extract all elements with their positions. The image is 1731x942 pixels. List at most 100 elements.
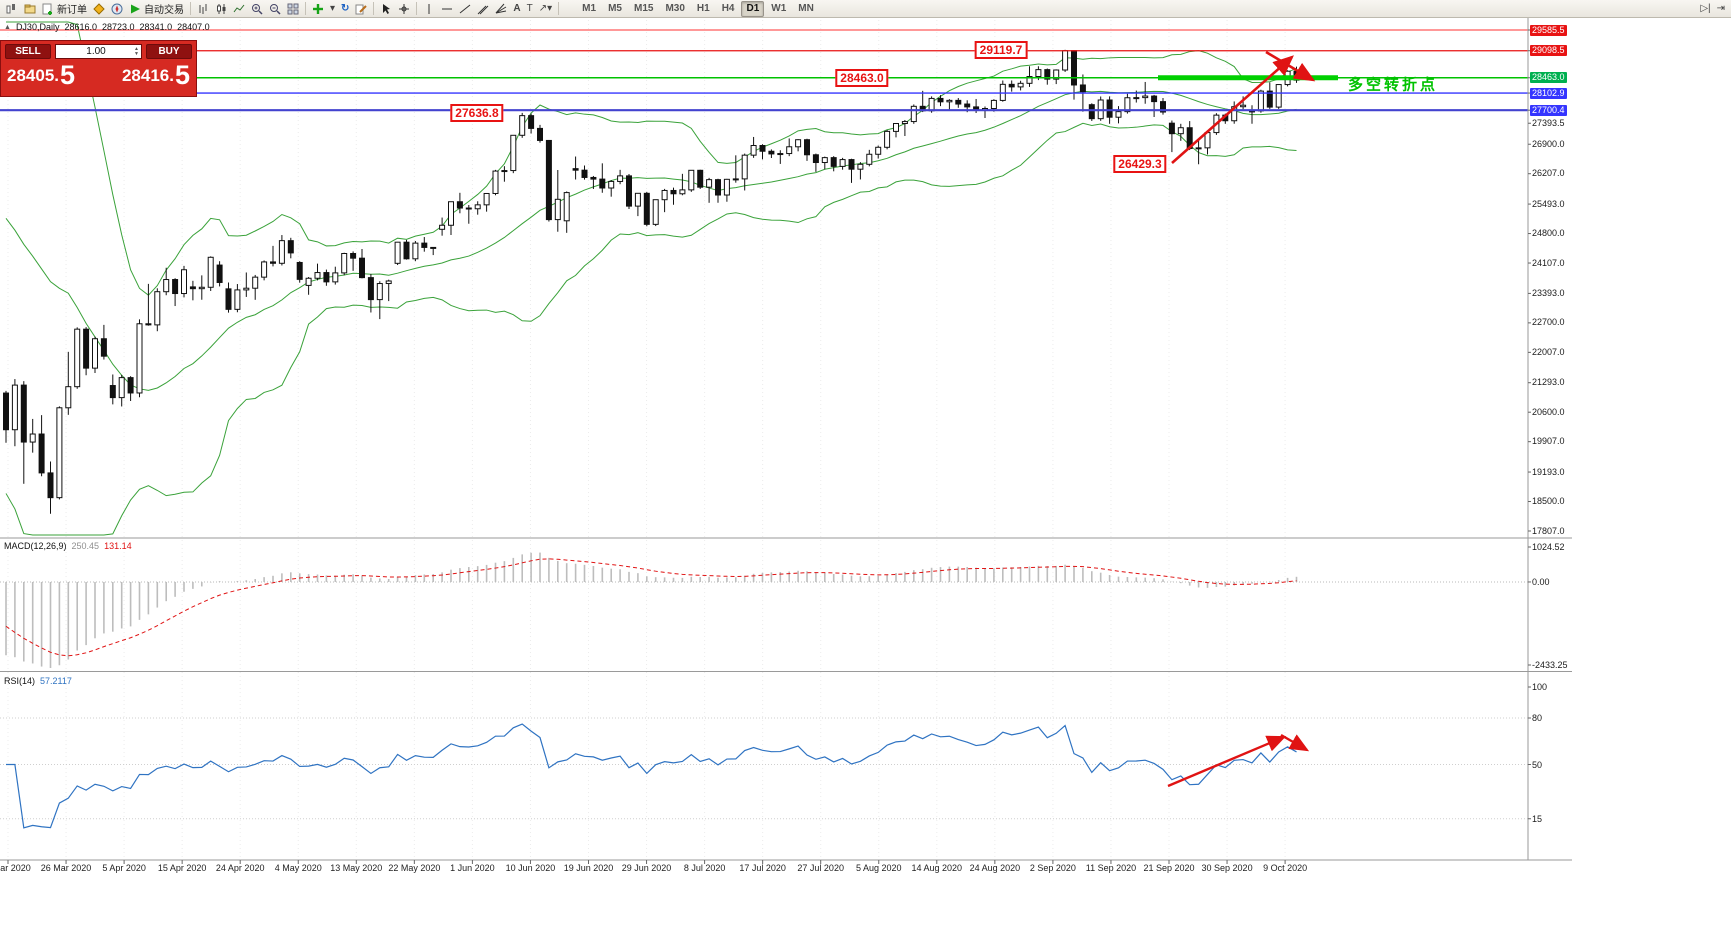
price-callout-label[interactable]: 28463.0 bbox=[835, 68, 889, 87]
navigator-button[interactable] bbox=[108, 1, 126, 16]
x-axis-label: 24 Apr 2020 bbox=[215, 863, 265, 873]
chart-high-value: 28723.0 bbox=[102, 22, 135, 32]
macd-main-value: 250.45 bbox=[71, 541, 100, 551]
spin-down-icon[interactable]: ▼ bbox=[134, 50, 139, 57]
toolbar-separator bbox=[305, 2, 306, 15]
cursor-button[interactable] bbox=[377, 1, 395, 16]
vertical-line-button[interactable] bbox=[420, 1, 438, 16]
macd-scale-label: 1024.52 bbox=[1532, 542, 1565, 552]
rsi-name: RSI(14) bbox=[4, 676, 36, 686]
templates-pencil-icon bbox=[355, 4, 368, 14]
timeframe-button-m5[interactable]: M5 bbox=[608, 2, 622, 14]
chart-title: ▲ DJ30,Daily 28616.0 28723.0 28341.0 284… bbox=[4, 22, 210, 32]
timeframe-button-d1[interactable]: D1 bbox=[741, 0, 765, 17]
line-chart-button[interactable] bbox=[230, 1, 248, 16]
crosshair-button[interactable] bbox=[395, 1, 413, 16]
fibonacci-button[interactable] bbox=[492, 1, 510, 16]
price-callout-label[interactable]: 26429.3 bbox=[1113, 155, 1167, 174]
buy-price[interactable]: 28416. 5 bbox=[121, 60, 190, 90]
label-button[interactable]: T bbox=[526, 2, 533, 14]
x-axis-label: 11 Sep 2020 bbox=[1085, 863, 1137, 873]
chart-close-value: 28407.0 bbox=[177, 22, 210, 32]
cursor-icon bbox=[383, 3, 391, 14]
macd-signal-value: 131.14 bbox=[104, 541, 132, 551]
y-axis-label: 29585.5 bbox=[1530, 24, 1567, 36]
refresh-icon: ↻ bbox=[341, 2, 350, 14]
text-button[interactable]: A bbox=[513, 2, 521, 14]
y-axis-label: 27393.5 bbox=[1532, 117, 1565, 128]
y-axis-label: 28463.0 bbox=[1530, 72, 1567, 84]
rsi-value: 57.2117 bbox=[40, 676, 72, 686]
y-axis-label: 19193.0 bbox=[1532, 466, 1565, 477]
fibonacci-icon bbox=[496, 3, 507, 13]
x-axis-label: 19 Jun 2020 bbox=[563, 863, 614, 873]
horizontal-line-icon bbox=[442, 8, 453, 9]
x-axis-label: 15 Apr 2020 bbox=[157, 863, 207, 873]
trendline-button[interactable] bbox=[456, 1, 474, 16]
timeframe-button-h4[interactable]: H4 bbox=[721, 2, 735, 14]
price-callout-label[interactable]: 29119.7 bbox=[974, 40, 1028, 59]
volume-stepper[interactable]: 1.00 ▲ ▼ bbox=[55, 44, 142, 59]
timeframe-button-m30[interactable]: M30 bbox=[665, 2, 685, 14]
x-axis-label: 17 Jul 2020 bbox=[739, 863, 786, 873]
rsi-scale-label: 100 bbox=[1532, 682, 1548, 692]
timeframe-button-m1[interactable]: M1 bbox=[582, 2, 597, 14]
bull-bear-turning-point-note[interactable]: 多空转折点 bbox=[1348, 76, 1439, 94]
volume-spin-icons[interactable]: ▲ ▼ bbox=[134, 45, 139, 57]
timeframe-button-mn[interactable]: MN bbox=[798, 2, 814, 14]
y-axis-label: 27700.4 bbox=[1530, 104, 1567, 116]
one-click-trading-panel: SELL 1.00 ▲ ▼ BUY 28405. 5 28416. 5 bbox=[0, 40, 197, 97]
collapse-one-click-icon[interactable]: ▲ bbox=[4, 23, 11, 31]
x-axis-label: 8 Jul 2020 bbox=[683, 863, 726, 873]
x-axis-label: 14 Aug 2020 bbox=[911, 863, 963, 873]
x-axis-label: 13 May 2020 bbox=[330, 863, 383, 873]
toolbar-separator bbox=[416, 2, 418, 15]
auto-scroll-button[interactable]: ▷| bbox=[1700, 2, 1711, 14]
sell-button[interactable]: SELL bbox=[5, 44, 51, 59]
timeframe-button-m15[interactable]: M15 bbox=[633, 2, 654, 14]
channel-icon bbox=[478, 5, 489, 14]
y-axis-label: 24800.0 bbox=[1532, 228, 1565, 239]
y-axis-label: 23393.0 bbox=[1532, 287, 1565, 298]
x-axis-label: 10 Jun 2020 bbox=[505, 863, 556, 873]
chart-shift-button[interactable]: ⇥ bbox=[1716, 2, 1725, 14]
profiles-button[interactable] bbox=[21, 1, 39, 16]
horizontal-line-button[interactable] bbox=[438, 1, 456, 16]
autotrading-button[interactable]: 自动交易 bbox=[126, 1, 187, 16]
y-axis-label: 29098.5 bbox=[1530, 45, 1567, 57]
macd-scale-label: 0.00 bbox=[1532, 576, 1550, 587]
trendline-icon bbox=[460, 4, 471, 13]
market-watch-button[interactable] bbox=[90, 1, 108, 16]
arrows-button[interactable]: ↗▾ bbox=[538, 2, 553, 14]
new-chart-button[interactable] bbox=[3, 1, 21, 16]
bars-chart-button[interactable] bbox=[194, 1, 212, 16]
channel-button[interactable] bbox=[474, 1, 492, 16]
timeframe-button-w1[interactable]: W1 bbox=[771, 2, 787, 14]
rsi-scale-label: 80 bbox=[1532, 713, 1543, 723]
spin-up-icon[interactable]: ▲ bbox=[134, 45, 139, 52]
timeframe-group: M1 M5 M15 M30 H1 H4 D1 W1 MN bbox=[576, 0, 820, 17]
toolbar-separator bbox=[558, 2, 560, 15]
buy-button[interactable]: BUY bbox=[146, 44, 192, 59]
chart-open-value: 28616.0 bbox=[64, 22, 97, 32]
chart-canvas[interactable] bbox=[0, 0, 1572, 880]
price-callout-label[interactable]: 27636.8 bbox=[450, 103, 504, 122]
timeframe-button-h1[interactable]: H1 bbox=[696, 2, 710, 14]
new-order-button[interactable]: 新订单 bbox=[39, 1, 90, 16]
indicator-dropdown-icon[interactable]: ▾ bbox=[330, 2, 336, 14]
templates-button[interactable] bbox=[352, 1, 370, 16]
candlestick-chart-button[interactable] bbox=[212, 1, 230, 16]
x-axis-label: 30 Sep 2020 bbox=[1201, 863, 1253, 873]
macd-name: MACD(12,26,9) bbox=[4, 541, 67, 551]
refresh-button[interactable]: ↻ bbox=[338, 1, 352, 16]
x-axis-label: 24 Aug 2020 bbox=[969, 863, 1021, 873]
autotrading-play-icon bbox=[131, 4, 140, 13]
indicators-button[interactable] bbox=[309, 1, 327, 16]
zoom-in-button[interactable] bbox=[248, 1, 266, 16]
x-axis-label: 9 Oct 2020 bbox=[1263, 863, 1308, 873]
chart-symbol-period: DJ30,Daily bbox=[15, 22, 60, 32]
sell-price[interactable]: 28405. 5 bbox=[7, 60, 76, 90]
tile-windows-button[interactable] bbox=[284, 1, 302, 16]
zoom-out-button[interactable] bbox=[266, 1, 284, 16]
